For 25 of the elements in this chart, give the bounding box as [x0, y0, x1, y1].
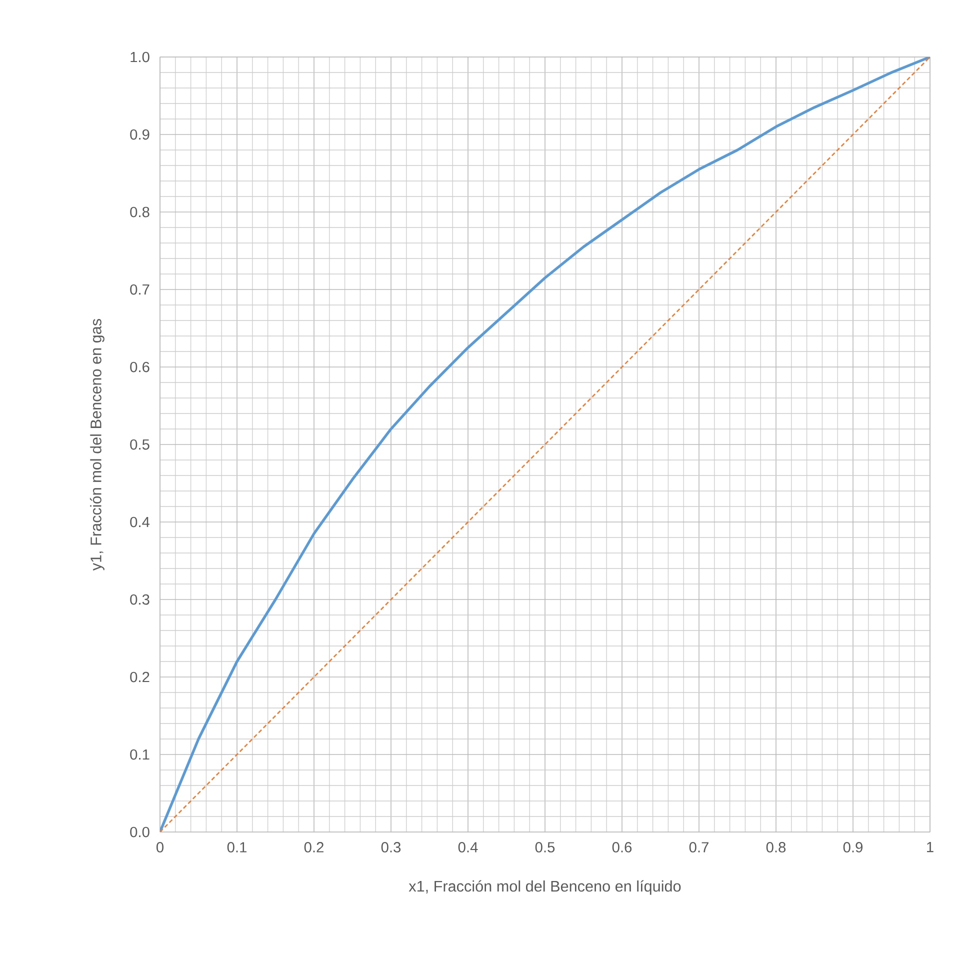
x-tick-label: 0.7 [689, 842, 708, 852]
x-tick-label: 0.3 [381, 842, 401, 852]
y-tick-label: 0.7 [130, 284, 150, 295]
y-axis-title: y1, Fracción mol del Benceno en gas [90, 318, 104, 571]
y-tick-label: 0.0 [130, 826, 150, 838]
x-tick-label: 0.1 [227, 842, 246, 852]
y-tick-label: 0.2 [130, 672, 150, 682]
x-tick-label: 0.6 [612, 842, 632, 852]
y-tick-label: 0.6 [130, 362, 150, 372]
y-tick-label: 0.4 [130, 516, 150, 528]
x-tick-label: 0.9 [843, 842, 863, 852]
y-tick-label: 0.5 [130, 439, 150, 450]
y-tick-label: 0.1 [130, 749, 150, 760]
x-tick-label: 0.4 [458, 842, 478, 852]
line-series [160, 56, 930, 832]
y-tick-label: 0.8 [130, 206, 150, 218]
x-axis-title: x1, Fracción mol del Benceno en líquido [408, 880, 681, 895]
x-tick-label: 0 [156, 842, 164, 852]
y-tick-label: 1.0 [130, 52, 150, 62]
x-tick-label: 0.5 [535, 842, 555, 852]
x-tick-label: 0.2 [304, 842, 324, 852]
y-tick-label: 0.9 [130, 129, 150, 140]
x-tick-label: 0.8 [766, 842, 786, 852]
y-tick-label: 0.3 [130, 594, 150, 605]
x-tick-label: 1 [927, 842, 934, 852]
